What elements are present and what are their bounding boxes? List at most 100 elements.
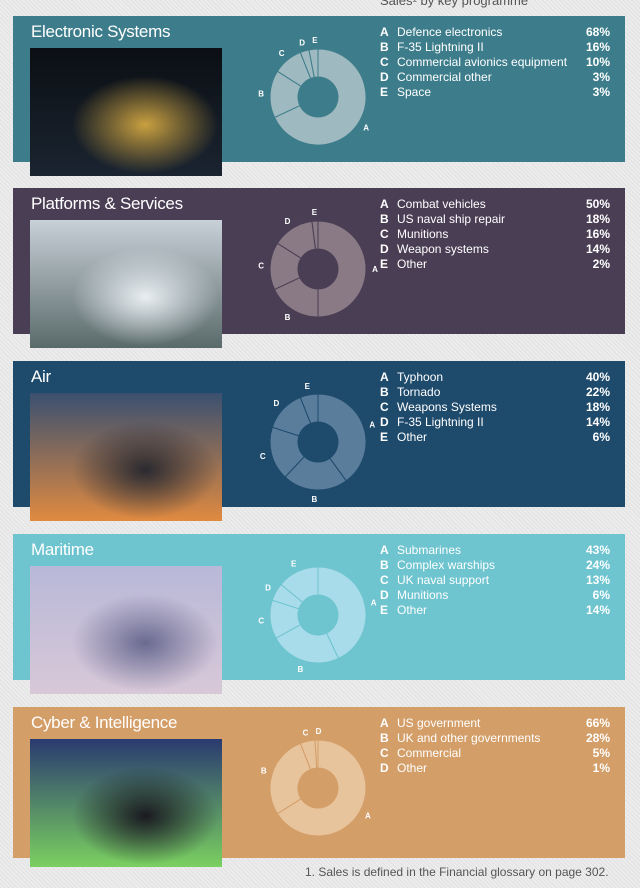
legend-letter: D — [380, 70, 389, 84]
legend-label: Weapons Systems — [397, 400, 497, 414]
slice-label: A — [365, 811, 371, 820]
legend-value: 1% — [592, 761, 610, 775]
legend-letter: A — [380, 370, 389, 384]
legend-row: C Weapons Systems 18% — [380, 400, 610, 415]
donut-slice-E — [280, 566, 319, 603]
legend-label: Space — [397, 85, 432, 99]
legend-label: US naval ship repair — [397, 212, 506, 226]
legend-row: D F-35 Lightning II 14% — [380, 415, 610, 430]
donut-slice-E — [308, 48, 319, 78]
donut-slice-E — [299, 393, 319, 425]
slice-label: D — [285, 217, 291, 226]
legend-letter: C — [380, 400, 389, 414]
legend-letter: E — [380, 603, 389, 617]
segment-title: Platforms & Services — [31, 194, 183, 213]
slice-label: B — [285, 313, 291, 322]
legend-row: B Complex warships 24% — [380, 558, 610, 573]
legend-label: Munitions — [397, 227, 449, 241]
legend-label: F-35 Lightning II — [397, 415, 484, 429]
legend-letter: B — [380, 385, 389, 399]
legend-label: UK naval support — [397, 573, 490, 587]
legend-letter: B — [380, 731, 389, 745]
legend-label: Defence electronics — [397, 25, 503, 39]
slice-label: C — [260, 452, 266, 461]
slice-label: E — [312, 36, 318, 45]
legend-row: B UK and other governments 28% — [380, 731, 610, 746]
slice-label: A — [369, 420, 375, 429]
legend-label: Other — [397, 761, 428, 775]
legend-value: 24% — [585, 558, 610, 572]
slice-label: B — [261, 766, 267, 775]
legend-value: 13% — [585, 573, 610, 587]
legend-label: Weapon systems — [397, 242, 489, 256]
legend-value: 6% — [592, 430, 610, 444]
slice-label: D — [265, 584, 271, 593]
legend-letter: B — [380, 558, 389, 572]
legend-value: 28% — [585, 731, 610, 745]
legend-label: US government — [397, 716, 481, 730]
legend-row: C Commercial avionics equipment 10% — [380, 55, 610, 70]
legend-value: 3% — [592, 85, 610, 99]
legend-label: Commercial other — [397, 70, 492, 84]
donut-slice-B — [269, 742, 312, 815]
legend-value: 40% — [585, 370, 610, 384]
legend-value: 14% — [585, 603, 610, 617]
legend-row: A Combat vehicles 50% — [380, 197, 610, 212]
legend: A Combat vehicles 50% B US naval ship repair… — [380, 197, 610, 272]
slice-label: C — [258, 261, 264, 270]
legend-value: 14% — [585, 242, 610, 256]
legend-row: D Munitions 6% — [380, 588, 610, 603]
segment-photo — [30, 393, 222, 521]
legend-row: A Submarines 43% — [380, 543, 610, 558]
legend-label: UK and other governments — [397, 731, 541, 745]
legend-letter: C — [380, 573, 389, 587]
slice-label: A — [372, 265, 378, 274]
legend: A Defence electronics 68% B F-35 Lightning I… — [380, 25, 610, 100]
slice-label: E — [291, 559, 297, 568]
donut-slice-D — [314, 739, 319, 769]
legend-row: D Other 1% — [380, 761, 610, 776]
donut-slice-A — [317, 220, 367, 318]
legend-row: B US naval ship repair 18% — [380, 212, 610, 227]
slice-label: B — [258, 89, 264, 98]
legend-letter: A — [380, 25, 389, 39]
legend-value: 16% — [585, 40, 610, 54]
legend-value: 18% — [585, 400, 610, 414]
legend-letter: D — [380, 588, 389, 602]
legend-label: Munitions — [397, 588, 449, 602]
legend-letter: C — [380, 227, 389, 241]
legend-letter: C — [380, 746, 389, 760]
legend-label: F-35 Lightning II — [397, 40, 484, 54]
legend-label: Tornado — [397, 385, 441, 399]
slice-label: D — [274, 399, 280, 408]
legend-row: E Space 3% — [380, 85, 610, 100]
legend-letter: E — [380, 430, 389, 444]
legend: A Typhoon 40% B Tornado 22% C Weapons Systems 18… — [380, 370, 610, 445]
legend-label: Other — [397, 257, 428, 271]
legend-value: 66% — [585, 716, 610, 730]
donut-slice-A — [317, 393, 367, 482]
legend-label: Typhoon — [397, 370, 444, 384]
legend-value: 3% — [592, 70, 610, 84]
segment-title: Air — [31, 367, 51, 386]
legend-label: Commercial — [397, 746, 462, 760]
slice-label: C — [279, 49, 285, 58]
section-header: Sales¹ by key programme — [380, 0, 529, 8]
legend-letter: A — [380, 716, 389, 730]
donut-slice-A — [276, 739, 367, 837]
slice-label: C — [258, 616, 264, 625]
segment-photo — [30, 48, 222, 176]
slice-label: C — [303, 728, 309, 737]
legend-letter: E — [380, 85, 389, 99]
legend: A US government 66% B UK and other governmen… — [380, 716, 610, 776]
legend-row: E Other 14% — [380, 603, 610, 618]
segment-title: Maritime — [31, 540, 94, 559]
legend-value: 50% — [585, 197, 610, 211]
slice-label: B — [297, 665, 303, 674]
slice-label: A — [363, 124, 369, 133]
legend-row: C UK naval support 13% — [380, 573, 610, 588]
